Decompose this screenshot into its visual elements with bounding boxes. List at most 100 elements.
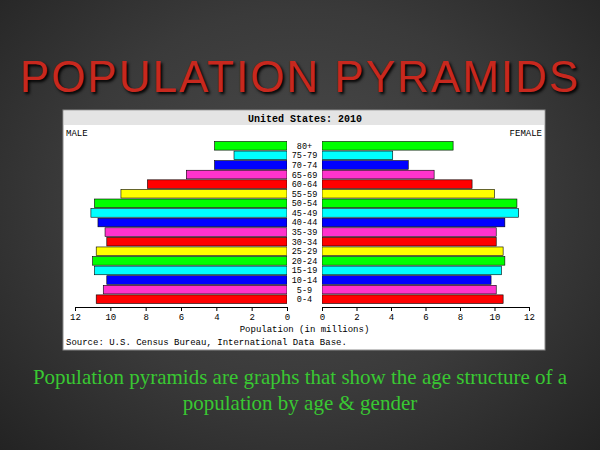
category-label: 10-14 — [292, 276, 318, 286]
category-label: 60-64 — [292, 180, 318, 190]
x-axis-male: 0 2 4 6 8 10 12 — [70, 307, 290, 323]
bar — [322, 228, 496, 237]
category-label: 75-79 — [292, 151, 318, 161]
bar — [322, 141, 453, 150]
tick: 2 — [354, 307, 359, 323]
bar — [94, 199, 287, 208]
tick: 10 — [490, 307, 501, 323]
tick: 2 — [249, 307, 254, 323]
tick-mark — [252, 307, 253, 311]
x-axis-female: 0 2 4 6 8 10 12 — [320, 307, 535, 323]
tick-mark — [426, 307, 427, 311]
bar — [147, 180, 287, 189]
tick-label: 12 — [70, 313, 81, 323]
category-label: 15-19 — [292, 266, 318, 276]
bar — [322, 218, 505, 227]
title-band — [64, 111, 544, 125]
tick: 8 — [458, 307, 463, 323]
tick: 0 — [320, 307, 325, 323]
tick-label: 8 — [458, 313, 463, 323]
tick-label: 0 — [285, 313, 290, 323]
bar — [234, 151, 287, 160]
bar — [322, 247, 503, 256]
bar — [322, 295, 503, 304]
bars-female — [322, 141, 519, 303]
tick: 0 — [285, 307, 290, 323]
tick: 8 — [143, 307, 148, 323]
category-label: 0-4 — [297, 295, 312, 305]
bar — [322, 170, 434, 179]
bar — [322, 285, 496, 294]
bar — [322, 237, 496, 246]
tick-label: 10 — [490, 313, 501, 323]
tick-mark — [357, 307, 358, 311]
tick: 4 — [214, 307, 219, 323]
tick-label: 2 — [249, 313, 254, 323]
bar — [322, 199, 517, 208]
category-label: 80+ — [297, 142, 312, 152]
tick-label: 0 — [320, 313, 325, 323]
caption: Population pyramids are graphs that show… — [20, 364, 580, 416]
bar — [121, 189, 287, 198]
bar — [107, 276, 287, 285]
bar — [96, 295, 287, 304]
bar — [93, 257, 287, 266]
bar — [322, 276, 491, 285]
bar — [96, 247, 287, 256]
tick-mark — [495, 307, 496, 311]
chart-title: United States: 2010 — [248, 114, 362, 125]
tick-label: 2 — [354, 313, 359, 323]
tick-label: 4 — [389, 313, 394, 323]
tick-label: 10 — [105, 313, 116, 323]
chart-panel — [63, 110, 545, 350]
bar — [322, 209, 519, 218]
tick-mark — [322, 307, 323, 311]
tick-mark — [391, 307, 392, 311]
bar — [322, 266, 501, 275]
bar — [215, 141, 287, 150]
bar — [322, 151, 393, 160]
category-label: 5-9 — [297, 286, 312, 296]
tick-mark — [181, 307, 182, 311]
tick-label: 6 — [179, 313, 184, 323]
source-note: Source: U.S. Census Bureau, Internationa… — [66, 338, 347, 348]
category-label: 65-69 — [292, 171, 318, 181]
bar — [107, 237, 287, 246]
category-label: 35-39 — [292, 228, 318, 238]
bar — [215, 161, 287, 170]
category-label: 55-59 — [292, 190, 318, 200]
legend-label: FEMALE — [510, 129, 542, 139]
category-label: 45-49 — [292, 209, 318, 219]
category-label: 20-24 — [292, 257, 318, 267]
tick-mark — [110, 307, 111, 311]
tick-label: 8 — [143, 313, 148, 323]
category-label: 30-34 — [292, 238, 318, 248]
bar — [98, 218, 287, 227]
tick-mark — [146, 307, 147, 311]
category-label: 40-44 — [292, 218, 318, 228]
tick: 10 — [105, 307, 116, 323]
age-labels: 0-45-910-1415-1920-2425-2930-3435-3940-4… — [292, 142, 318, 305]
category-label: 50-54 — [292, 199, 318, 209]
bar — [91, 209, 287, 218]
tick-mark — [460, 307, 461, 311]
bars-male — [91, 141, 287, 303]
tick-mark — [216, 307, 217, 311]
tick: 6 — [179, 307, 184, 323]
bar — [94, 266, 287, 275]
tick: 12 — [70, 307, 81, 323]
bar — [322, 257, 505, 266]
bar — [105, 228, 287, 237]
tick-mark — [287, 307, 288, 311]
tick-label: 4 — [214, 313, 219, 323]
bar — [103, 285, 287, 294]
tick-mark — [75, 307, 76, 311]
tick: 4 — [389, 307, 394, 323]
tick: 12 — [524, 307, 535, 323]
tick: 6 — [423, 307, 428, 323]
bar — [186, 170, 287, 179]
legend-label: MALE — [66, 129, 88, 139]
tick-label: 12 — [524, 313, 535, 323]
bar — [322, 189, 495, 198]
category-label: 70-74 — [292, 161, 318, 171]
